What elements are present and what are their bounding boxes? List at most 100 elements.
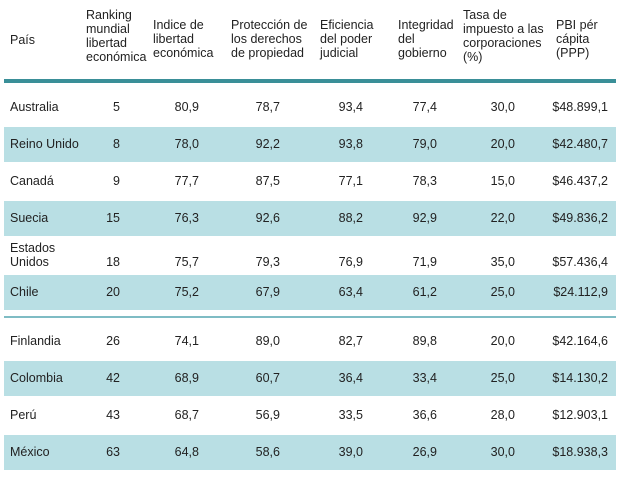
table-row: Suecia 15 76,3 92,6 88,2 92,9 22,0 $49.836,2: [4, 201, 616, 236]
cell-tax: 20,0: [490, 334, 515, 348]
cell-gdp: $46.437,2: [552, 174, 608, 188]
table-row: Perú 43 68,7 56,9 33,5 36,6 28,0 $12.903,1: [4, 398, 616, 433]
cell-index: 68,9: [174, 371, 199, 385]
cell-country: Finlandia: [10, 334, 61, 348]
cell-integrity: 92,9: [412, 211, 437, 225]
header-gdp-line: cápita: [556, 32, 590, 46]
cell-gdp: $42.164,6: [552, 334, 608, 348]
cell-country-line: Canadá: [10, 174, 54, 188]
cell-country: Chile: [10, 285, 39, 299]
header-index-line: Indice de: [153, 18, 204, 32]
cell-tax: 30,0: [490, 100, 515, 114]
cell-property: 92,2: [255, 137, 280, 151]
header-country-line: País: [10, 33, 36, 47]
header-ranking: Ranking mundial libertad económica: [86, 8, 146, 64]
cell-tax: 25,0: [490, 371, 515, 385]
cell-country: Canadá: [10, 174, 54, 188]
header-ranking-line: Ranking: [86, 8, 132, 22]
cell-integrity: 36,6: [412, 408, 437, 422]
cell-judicial: 36,4: [338, 371, 363, 385]
header-index: Indice de libertad económica: [153, 18, 213, 60]
header-index-line: económica: [153, 46, 214, 60]
cell-country-line: Reino Unido: [10, 137, 79, 151]
cell-country-line: Unidos: [10, 255, 49, 269]
header-integrity-line: del: [398, 32, 415, 46]
cell-property: 87,5: [255, 174, 280, 188]
header-country: País: [10, 33, 35, 47]
cell-judicial: 82,7: [338, 334, 363, 348]
cell-property: 67,9: [255, 285, 280, 299]
cell-country-line: Colombia: [10, 371, 63, 385]
cell-tax: 28,0: [490, 408, 515, 422]
header-tax: Tasa de impuesto a las corporaciones (%): [463, 8, 544, 64]
cell-index: 75,7: [174, 255, 199, 269]
header-index-line: libertad: [153, 32, 194, 46]
cell-tax: 25,0: [490, 285, 515, 299]
header-judicial-line: Eficiencia: [320, 18, 374, 32]
cell-country: Perú: [10, 408, 36, 422]
cell-ranking: 26: [106, 334, 120, 348]
cell-ranking: 42: [106, 371, 120, 385]
cell-country: Suecia: [10, 211, 48, 225]
header-tax-line: Tasa de: [463, 8, 507, 22]
cell-gdp: $42.480,7: [552, 137, 608, 151]
header-property-line: Protección de: [231, 18, 308, 32]
cell-ranking: 15: [106, 211, 120, 225]
cell-gdp: $12.903,1: [552, 408, 608, 422]
cell-country: México: [10, 445, 50, 459]
table-row: Estados Unidos 18 75,7 79,3 76,9 71,9 35,0 $57.4…: [4, 238, 616, 273]
cell-ranking: 8: [113, 137, 120, 151]
cell-country-line: México: [10, 445, 50, 459]
cell-judicial: 88,2: [338, 211, 363, 225]
cell-tax: 20,0: [490, 137, 515, 151]
cell-ranking: 18: [106, 255, 120, 269]
cell-country-line: Australia: [10, 100, 59, 114]
header-ranking-line: mundial: [86, 22, 130, 36]
cell-judicial: 77,1: [338, 174, 363, 188]
cell-property: 92,6: [255, 211, 280, 225]
cell-tax: 30,0: [490, 445, 515, 459]
cell-judicial: 93,8: [338, 137, 363, 151]
header-gdp-line: (PPP): [556, 46, 590, 60]
cell-property: 89,0: [255, 334, 280, 348]
header-integrity-line: Integridad: [398, 18, 454, 32]
cell-gdp: $14.130,2: [552, 371, 608, 385]
cell-country-line: Estados: [10, 241, 56, 255]
header-ranking-line: económica: [86, 50, 147, 64]
cell-tax: 15,0: [490, 174, 515, 188]
cell-judicial: 33,5: [338, 408, 363, 422]
cell-tax: 35,0: [490, 255, 515, 269]
cell-index: 64,8: [174, 445, 199, 459]
table-row: Finlandia 26 74,1 89,0 82,7 89,8 20,0 $42.164,6: [4, 324, 616, 359]
cell-judicial: 93,4: [338, 100, 363, 114]
header-judicial-line: del poder: [320, 32, 373, 46]
cell-property: 58,6: [255, 445, 280, 459]
header-judicial: Eficiencia del poder judicial: [320, 18, 374, 60]
cell-property: 56,9: [255, 408, 280, 422]
cell-gdp: $18.938,3: [552, 445, 608, 459]
cell-property: 79,3: [255, 255, 280, 269]
cell-country: Reino Unido: [10, 137, 79, 151]
cell-property: 78,7: [255, 100, 280, 114]
cell-judicial: 63,4: [338, 285, 363, 299]
table-row: Reino Unido 8 78,0 92,2 93,8 79,0 20,0 $42.480,…: [4, 127, 616, 162]
cell-integrity: 77,4: [412, 100, 437, 114]
header-judicial-line: judicial: [320, 46, 359, 60]
table-row: Canadá 9 77,7 87,5 77,1 78,3 15,0 $46.437,2: [4, 164, 616, 199]
header-gdp: PBI pér cápita (PPP): [556, 18, 598, 60]
cell-index: 76,3: [174, 211, 199, 225]
cell-ranking: 9: [113, 174, 120, 188]
cell-index: 78,0: [174, 137, 199, 151]
header-tax-line: (%): [463, 50, 483, 64]
cell-index: 77,7: [174, 174, 199, 188]
cell-country-line: Perú: [10, 408, 37, 422]
cell-gdp: $57.436,4: [552, 255, 608, 269]
table-header: País Ranking mundial libertad económica Indic…: [0, 0, 620, 78]
cell-integrity: 78,3: [412, 174, 437, 188]
cell-index: 68,7: [174, 408, 199, 422]
cell-index: 75,2: [174, 285, 199, 299]
header-property: Protección de los derechos de propiedad: [231, 18, 307, 60]
cell-gdp: $24.112,9: [553, 285, 608, 299]
cell-tax: 22,0: [490, 211, 515, 225]
header-tax-line: impuesto a las: [463, 22, 544, 36]
